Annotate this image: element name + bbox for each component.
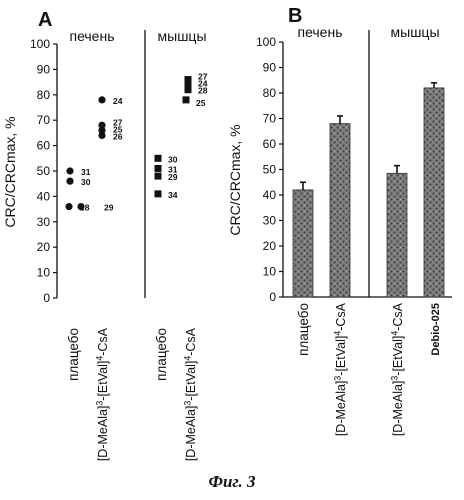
panel-b-bar: [292, 189, 314, 298]
panel-a-y-tick-label: 80: [37, 88, 51, 102]
panel-a-data-point: [182, 96, 190, 104]
panel-a-point-label: 31: [168, 164, 178, 174]
panel-a-y-tick-label: 10: [37, 266, 51, 280]
panel-b-y-tick-label: 30: [263, 214, 277, 228]
panel-b-y-tick-label: 50: [263, 163, 277, 177]
panel-a-point-label: 27: [198, 72, 208, 82]
panel-b-y-tick-label: 70: [263, 112, 277, 126]
panel-b-x-tick-label: [D-MeAla]3-[EtVal]4-CsA: [390, 302, 405, 436]
panel-a-point-label: 30: [168, 154, 178, 164]
panel-b-group-label-liver: печень: [297, 24, 342, 40]
panel-a-data-point: [98, 131, 106, 140]
panel-a-group-label-muscle: мышцы: [158, 28, 207, 44]
panel-a-data-point: [154, 190, 162, 198]
panel-a-group-label-liver: печень: [69, 28, 114, 44]
panel-a-data-point: [98, 96, 106, 104]
panel-a-point-label: 29: [168, 172, 178, 182]
panel-b-bar: [329, 123, 351, 298]
panel-a-x-tick-label: [D-MeAla]3-[EtVal]4-CsA: [95, 327, 110, 461]
panel-b-bar: [423, 87, 445, 298]
panel-a-label: A: [38, 9, 52, 31]
panel-b-x-tick-label: [D-MeAla]3-[EtVal]4-CsA: [333, 302, 348, 436]
panel-b-y-tick-label: 10: [263, 265, 277, 279]
panel-a-y-tick-label: 60: [37, 139, 51, 153]
panel-a-data-point: [154, 164, 162, 172]
panel-a-point-label: 28: [80, 203, 90, 213]
panel-a-data-point: [98, 121, 106, 129]
panel-a-point-label: 28: [198, 86, 208, 96]
panel-a-y-axis-label: CRC/CRCmax, %: [2, 116, 18, 227]
panel-a-y-tick-label: 100: [30, 37, 50, 51]
panel-a-point-label: 31: [81, 167, 91, 177]
panel-a-data-point: [154, 154, 162, 162]
panel-a-point-label: 29: [104, 203, 114, 213]
panel-b-y-tick-label: 40: [263, 188, 277, 202]
panel-a-y-tick-label: 50: [37, 164, 51, 178]
panel-a-point-label: 30: [81, 177, 91, 187]
panel-a-data-point: [65, 202, 73, 211]
panel-b-y-tick-label: 0: [269, 290, 276, 304]
panel-b-chart: B CRC/CRCmax, % печень мышцы 0 10 20 30 40 50…: [227, 5, 452, 436]
panel-b-x-tick-label: плацебо: [296, 303, 311, 356]
panel-a-point-label: 24: [113, 96, 123, 106]
panel-b-group-label-muscle: мышцы: [391, 24, 440, 40]
panel-a-y-tick-label: 70: [37, 113, 51, 127]
panel-a-data-point: [184, 76, 192, 84]
panel-b-y-tick-label: 100: [256, 35, 276, 49]
panel-a-chart: A CRC/CRCmax, % печень мышцы 0 10 20 30 40 50…: [2, 9, 208, 461]
panel-a-data-point: [66, 177, 74, 185]
figure-caption: Фиг. 3: [209, 472, 256, 491]
panel-a-data-point: [184, 86, 192, 94]
panel-a-x-tick-label: плацебо: [154, 328, 169, 381]
panel-a-y-tick-label: 90: [37, 62, 51, 76]
panel-a-data-point: [154, 172, 162, 180]
panel-b-y-tick-label: 20: [263, 239, 277, 253]
panel-a-y-tick-label: 20: [37, 240, 51, 254]
panel-b-bar: [386, 172, 408, 298]
panel-a-data-point: [98, 126, 106, 134]
panel-a-y-tick-label: 30: [37, 215, 51, 229]
panel-a-data-point: [66, 167, 74, 175]
panel-a-x-tick-label: [D-MeAla]3-[EtVal]4-CsA: [183, 327, 198, 461]
panel-b-y-tick-label: 60: [263, 137, 277, 151]
panel-b-y-tick-label: 90: [263, 61, 277, 75]
panel-a-y-tick-label: 40: [37, 189, 51, 203]
panel-a-point-label: 27: [113, 117, 123, 127]
panel-a-data-point: [184, 81, 192, 89]
panel-a-point-label: 25: [196, 98, 206, 108]
panel-a-point-label: 24: [198, 79, 208, 89]
panel-b-x-tick-label: Debio-025: [430, 303, 442, 356]
panel-a-x-tick-label: плацебо: [66, 328, 81, 381]
panel-b-y-axis-label: CRC/CRCmax, %: [227, 124, 243, 235]
panel-a-point-label: 25: [113, 124, 123, 134]
panel-a-point-label: 26: [113, 131, 123, 141]
panel-a-point-label: 34: [168, 190, 178, 200]
panel-a-data-point: [77, 202, 85, 211]
panel-b-label: B: [288, 5, 302, 27]
panel-a-y-tick-label: 0: [43, 291, 50, 305]
panel-b-y-tick-label: 80: [263, 86, 277, 100]
